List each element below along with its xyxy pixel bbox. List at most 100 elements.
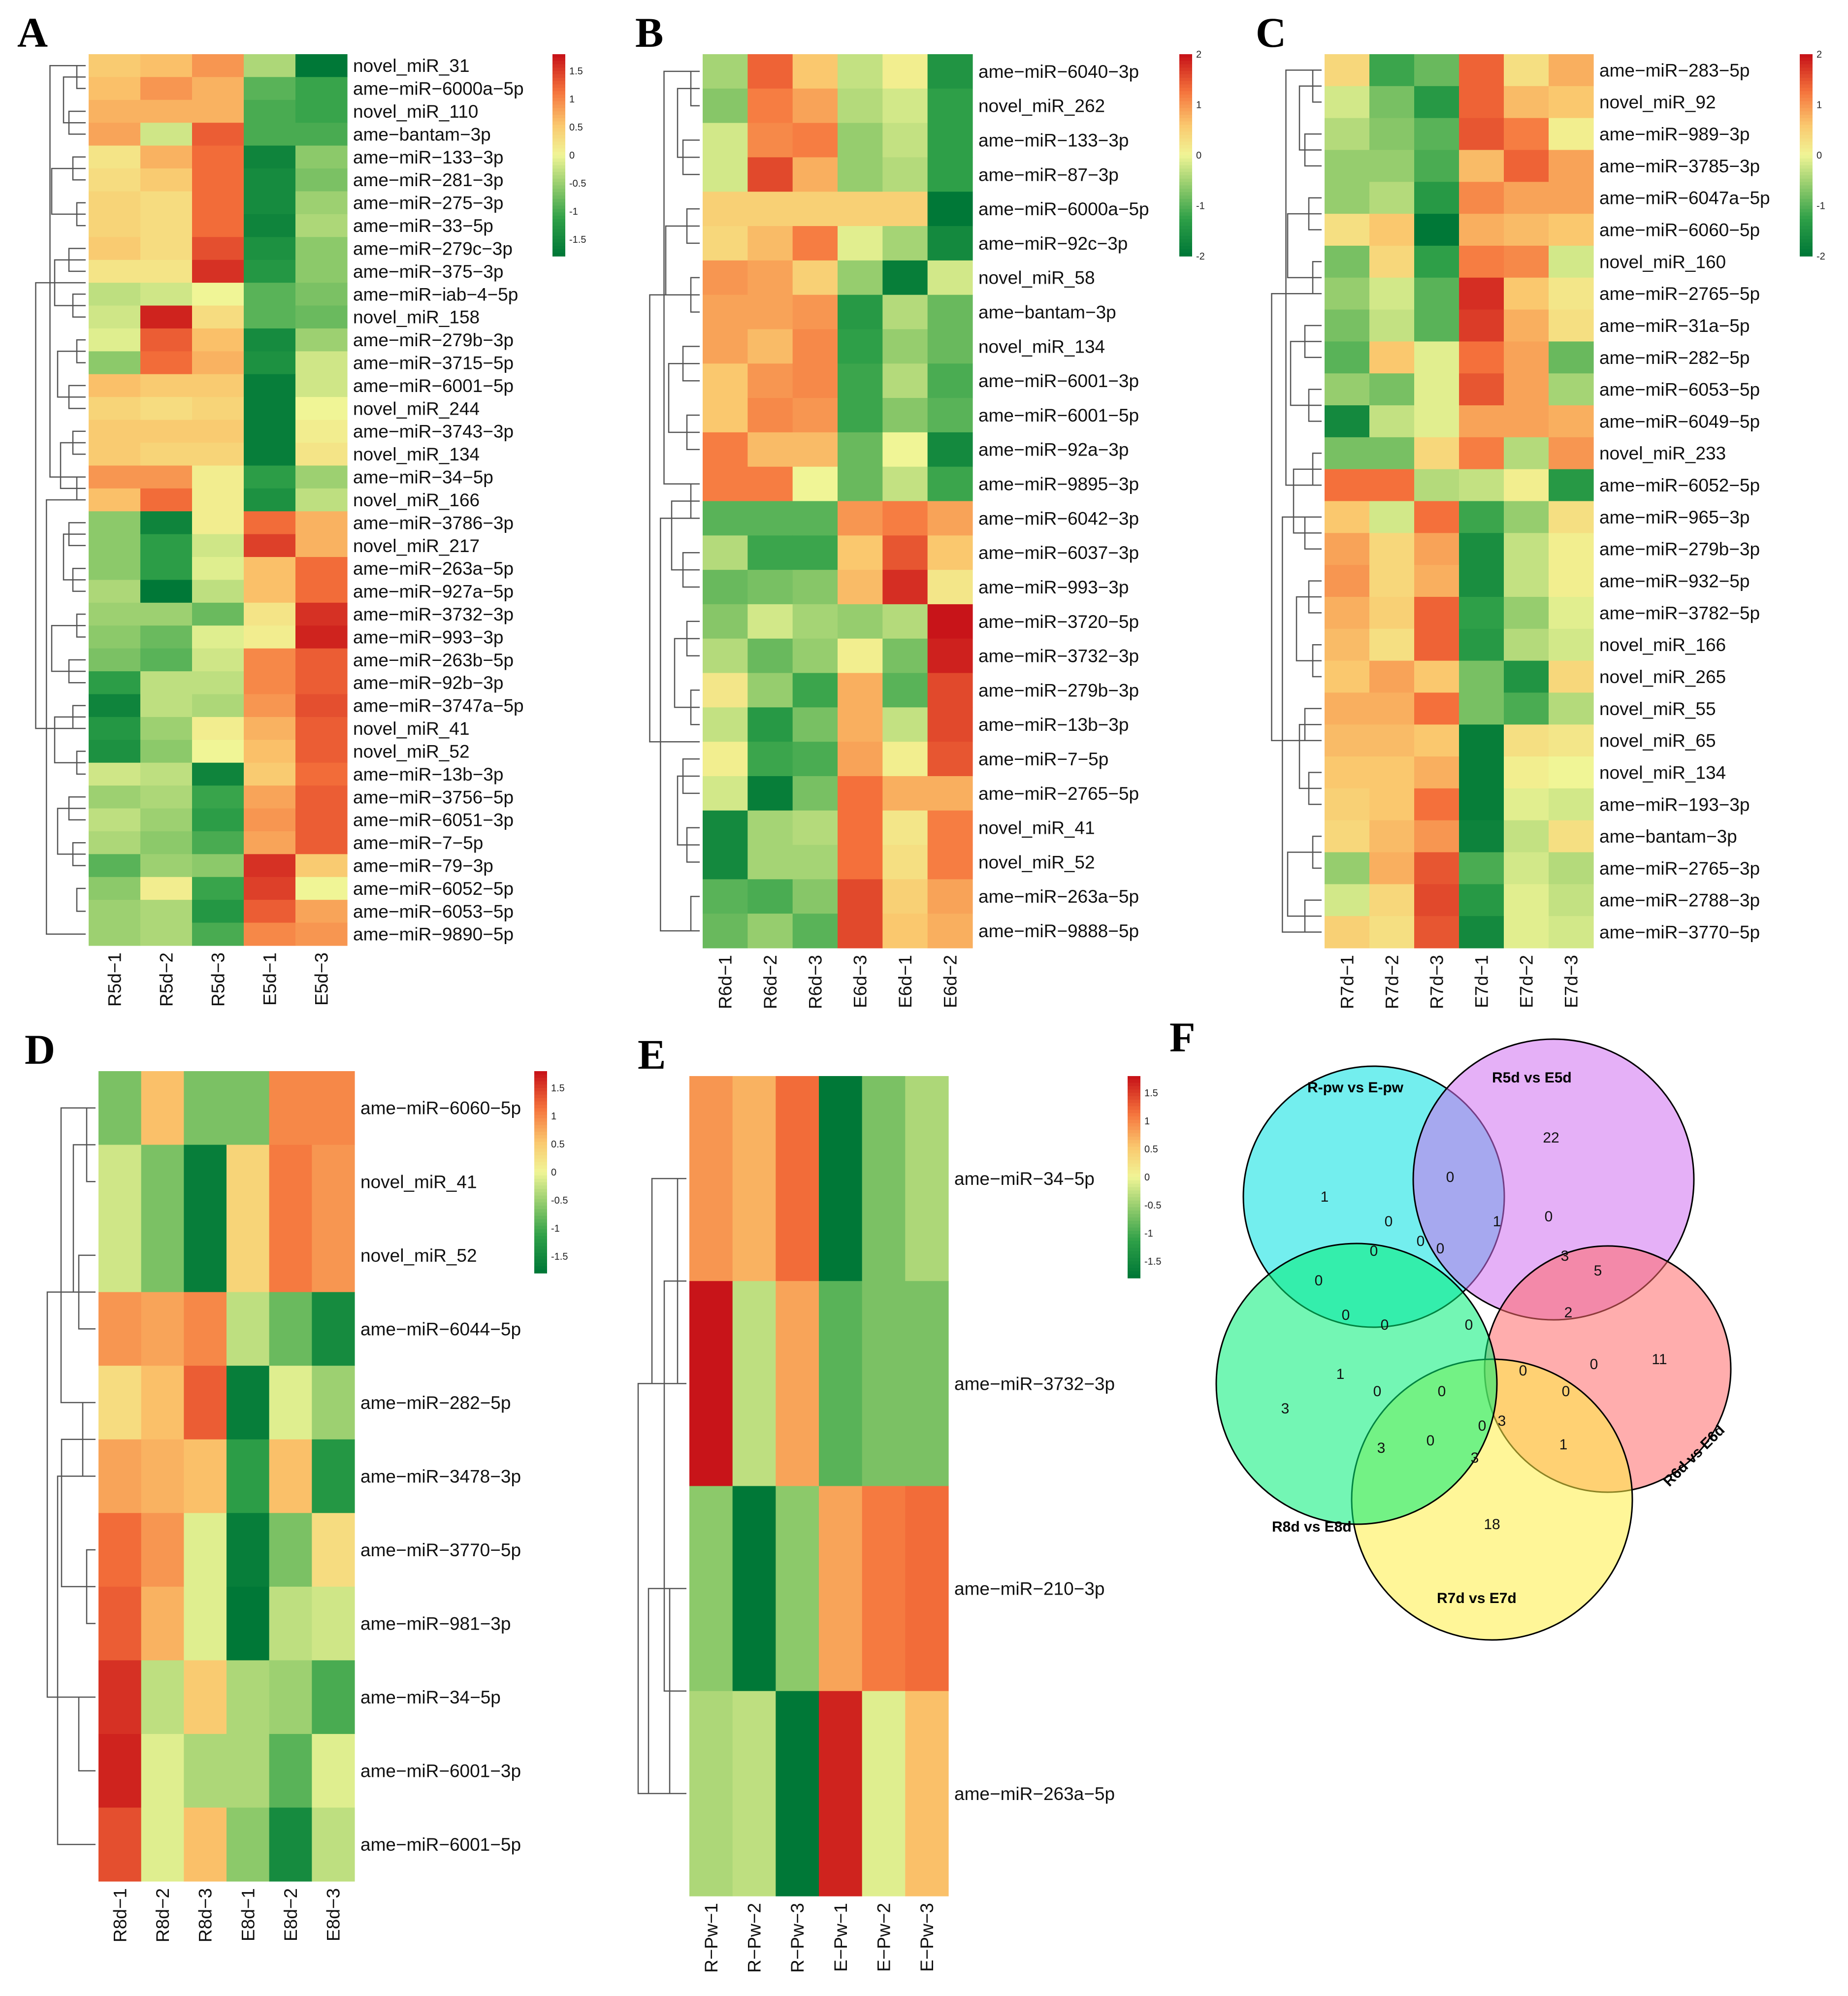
colorbar-segment [1800,198,1813,203]
heatmap-cell [1325,533,1370,565]
colorbar-segment [1179,236,1192,240]
column-label: E7d−2 [1517,955,1537,1008]
heatmap-cell [141,1513,184,1587]
heatmap-cell [89,854,141,878]
heatmap-cell [747,638,793,674]
heatmap-cell [927,363,973,398]
heatmap-cell [295,54,348,78]
colorbar-tick-label: -1 [569,206,578,217]
row-label: ame−miR−31a−5p [1599,316,1750,336]
colorbar-segment [552,216,565,220]
heatmap-cell [295,762,348,786]
colorbar-segment [1179,115,1192,119]
colorbar-segment [1179,212,1192,216]
row-label: ame−miR−3747a−5p [353,696,524,716]
heatmap-cell [747,363,793,398]
colorbar-segment [534,1212,547,1216]
row-label: ame−miR−263a−5p [978,886,1139,907]
colorbar-segment [1179,104,1192,109]
column-label: E5d−1 [260,952,280,1006]
row-label: ame−miR−2765−5p [1599,284,1760,304]
heatmap-cell [140,328,193,352]
colorbar-segment [1179,242,1192,247]
heatmap-cell [1414,118,1459,151]
row-label: ame−miR−279b−3p [978,680,1139,700]
colorbar-segment [534,1094,547,1099]
venn-region-count: 3 [1471,1450,1479,1466]
heatmap-cell [312,1292,355,1366]
heatmap-cell [689,1281,733,1487]
heatmap-cell [244,808,296,832]
venn-region-count: 11 [1652,1351,1667,1368]
heatmap-cell [1369,884,1415,916]
column-label: E5d−3 [312,952,332,1006]
colorbar-segment [534,1074,547,1079]
panel-letter: E [638,1031,666,1078]
row-label: ame−miR−6037−3p [978,543,1139,563]
heatmap-cell [927,638,973,674]
heatmap-cell [227,1292,270,1366]
colorbar-segment [1128,1254,1140,1258]
heatmap-cell [1414,150,1459,182]
colorbar-segment [1128,1261,1140,1265]
colorbar-segment [552,209,565,213]
heatmap-cell [1459,373,1504,406]
heatmap-cell [776,1076,819,1281]
heatmap-cell [1459,820,1504,853]
heatmap-cell [747,88,793,124]
heatmap-cell [747,294,793,330]
heatmap-cell [244,740,296,763]
colorbar-segment [1800,115,1813,119]
heatmap-cell [747,742,793,777]
heatmap-cell [927,226,973,261]
colorbar-tick-label: 0 [1196,150,1201,161]
heatmap-cell [703,88,748,124]
colorbar-segment [1800,98,1813,102]
heatmap-cell [927,54,973,89]
heatmap-cell [838,707,883,742]
heatmap-cell [838,54,883,89]
heatmap-cell [184,1586,227,1661]
colorbar-segment [1179,131,1192,135]
row-label: ame−miR−6049−5p [1599,411,1760,431]
colorbar-segment [1128,1204,1140,1208]
row-label: ame−miR−965−3p [1599,507,1750,527]
heatmap-cell [732,1486,776,1692]
venn-set-label-r7d-vs-e7d: R7d vs E7d [1437,1590,1517,1606]
heatmap-cell [838,810,883,846]
heatmap-cell [792,54,838,89]
colorbar-segment [1800,141,1813,146]
heatmap-cell [792,845,838,880]
heatmap-cell [140,260,193,283]
heatmap-cell [244,420,296,443]
venn-ellipse-r8d-vs-e8d [1215,1243,1498,1525]
heatmap-cell [140,785,193,809]
colorbar-segment [552,118,565,122]
colorbar-segment [1128,1258,1140,1262]
heatmap-cell [1549,277,1594,310]
venn-region-count: 18 [1484,1516,1500,1533]
heatmap-cell [792,363,838,398]
heatmap-cell [1414,86,1459,119]
row-label: ame−miR−2765−3p [1599,858,1760,879]
heatmap-cell [89,145,141,169]
heatmap-cell [141,1586,184,1661]
heatmap-cell [89,534,141,557]
heatmap-cell [295,831,348,854]
colorbar-segment [1800,91,1813,95]
column-label: R8d−2 [153,1888,173,1942]
heatmap-cell [1504,341,1549,374]
heatmap-cell [1459,245,1504,278]
venn-region-count: 5 [1594,1263,1602,1279]
heatmap-cell [1325,469,1370,502]
heatmap-cell [703,294,748,330]
row-label: novel_miR_233 [1599,443,1726,463]
heatmap-cell [927,398,973,433]
heatmap-cell [295,420,348,443]
colorbar-segment [1128,1187,1140,1191]
colorbar-segment [1128,1096,1140,1100]
heatmap-cell [747,398,793,433]
heatmap-cell [141,1292,184,1366]
heatmap-cell [244,168,296,192]
